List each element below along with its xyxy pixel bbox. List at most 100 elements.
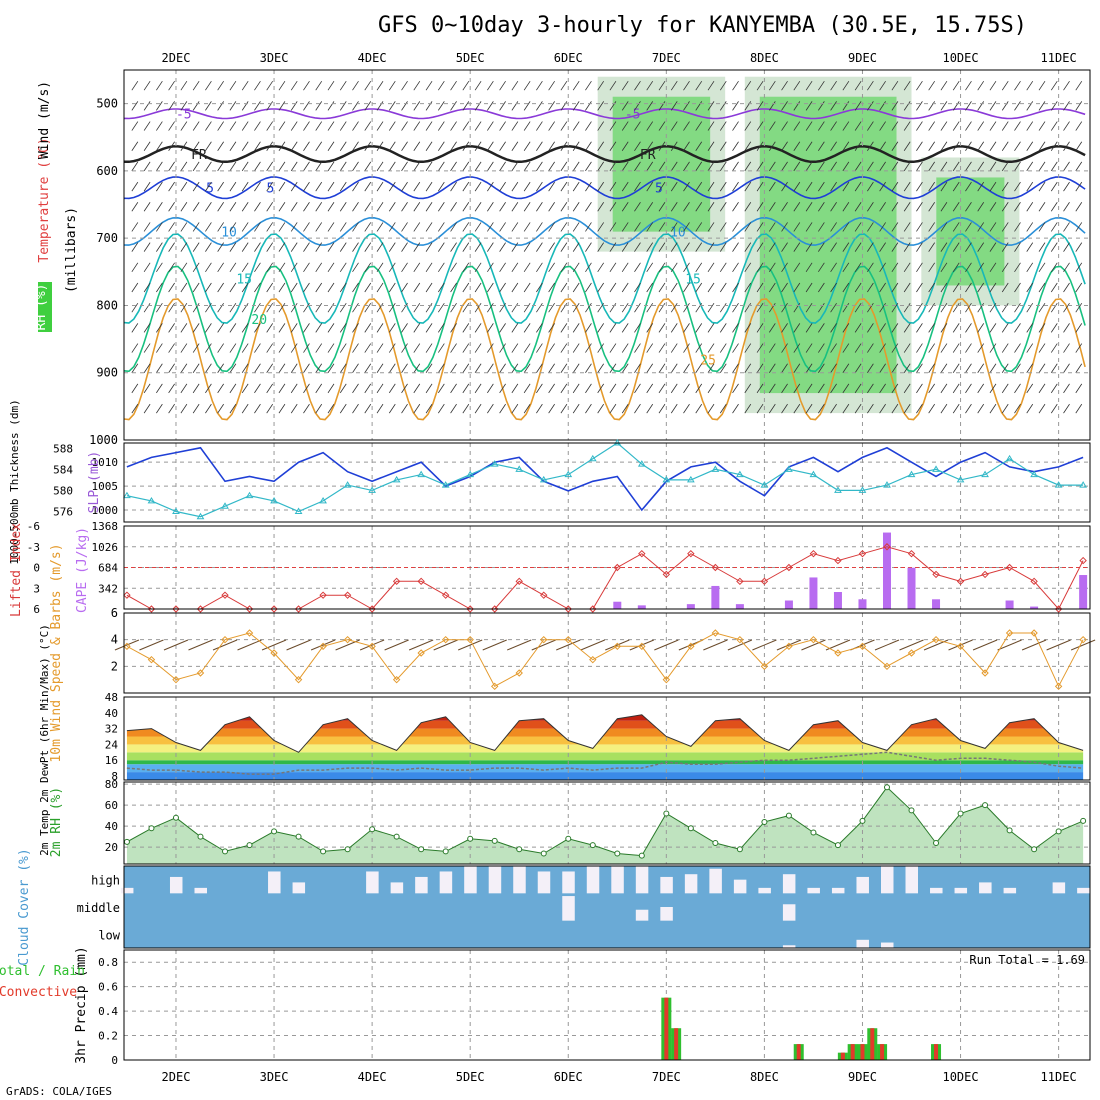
- wind-barb: [511, 121, 519, 131]
- wind-barb: [180, 202, 188, 212]
- wind-barb: [891, 121, 899, 131]
- wind-barb: [928, 403, 936, 414]
- wind-speed-marker: [1079, 635, 1087, 644]
- wind-barb: [376, 141, 384, 151]
- wind-barb: [634, 121, 641, 131]
- wind-barb: [315, 323, 323, 333]
- wind-barb: [781, 383, 788, 394]
- wind-barb: [560, 222, 568, 232]
- wind-barb: [352, 363, 359, 373]
- wind-barb: [818, 202, 825, 212]
- thickness-marker: [319, 496, 327, 504]
- wind-barb: [266, 80, 274, 91]
- wind-barb: [205, 302, 212, 313]
- cloud-cell-high: [733, 879, 747, 894]
- wind-barb: [1014, 323, 1021, 333]
- cape-bar: [833, 592, 842, 609]
- wind-barb: [707, 202, 715, 212]
- wind-barb: [205, 282, 212, 293]
- wind-barb: [462, 302, 470, 313]
- wind-barb: [989, 242, 997, 252]
- wind-barb: [205, 383, 212, 394]
- thickness-marker: [564, 470, 573, 478]
- wind-barb: [217, 80, 224, 91]
- wind-barb: [401, 141, 408, 151]
- wind-barb: [940, 202, 948, 212]
- wind-barb: [315, 383, 323, 394]
- wind-barb: [580, 639, 605, 651]
- precip-axis-title: 3hr Precip (mm): [74, 946, 89, 1063]
- wind-barb: [891, 222, 899, 232]
- wind-barb: [609, 383, 617, 394]
- li-marker: [932, 570, 940, 579]
- wind-barb: [805, 302, 813, 313]
- wind-speed-marker: [1005, 629, 1014, 637]
- wind-barb: [621, 302, 629, 313]
- wind-barb: [989, 282, 997, 293]
- cloud-cell-high: [684, 874, 698, 894]
- wind-barb: [388, 282, 396, 293]
- wind-barb: [188, 639, 213, 651]
- wind-barb: [352, 282, 359, 293]
- panel-wind10m-frame: [123, 612, 1091, 694]
- wind-barb: [805, 383, 813, 394]
- wind-barb: [940, 242, 948, 252]
- wind-barb: [965, 323, 972, 333]
- run-total-label: Run Total = 1.69: [969, 953, 1085, 967]
- wind-barb: [732, 121, 739, 131]
- wind-barb: [732, 101, 739, 111]
- wind-barb: [352, 242, 359, 252]
- wind-barb: [732, 323, 739, 333]
- wind-barb: [830, 343, 837, 353]
- li-tick: 3: [33, 582, 40, 595]
- wind-barb: [114, 639, 140, 651]
- wind-barb: [499, 181, 506, 192]
- wind-barb: [585, 101, 592, 111]
- wind-barb: [303, 202, 310, 212]
- wind-barb: [867, 80, 874, 91]
- wind-barb: [462, 383, 470, 394]
- cape-bar: [1030, 606, 1039, 609]
- thickness-tick: 576: [53, 505, 73, 518]
- wind-barb: [805, 202, 813, 212]
- wind-barb: [536, 101, 543, 111]
- wind-barb: [756, 222, 764, 232]
- wind-barb: [474, 383, 482, 394]
- wind-barb: [266, 282, 274, 293]
- wind-barb: [646, 262, 654, 273]
- thickness-marker: [711, 465, 720, 472]
- wind-barb: [854, 403, 862, 414]
- wind-barb: [192, 343, 200, 353]
- wind-speed-marker: [613, 642, 622, 651]
- wind-barb: [646, 363, 654, 373]
- wind-barb: [989, 383, 997, 394]
- wind-barb: [597, 323, 605, 333]
- wind-barb: [1026, 181, 1034, 192]
- wind-barb: [609, 141, 617, 151]
- wind-barb: [830, 282, 837, 293]
- wind-barb: [462, 282, 470, 293]
- wind-barb: [977, 101, 985, 111]
- wind-barb: [683, 403, 690, 414]
- wind-barb: [425, 161, 433, 172]
- wind-barb: [695, 121, 703, 131]
- wind-barb: [487, 302, 494, 313]
- wind-barb: [744, 222, 752, 232]
- wind-barb: [229, 343, 237, 353]
- wind-barb: [585, 323, 592, 333]
- wind-barb: [254, 343, 261, 353]
- cloud-background: [124, 866, 1090, 948]
- wind-barb: [634, 181, 641, 192]
- panel-cloud-cover-frame: [123, 865, 1091, 949]
- wind-speed-marker: [123, 642, 131, 651]
- wind-barb: [879, 383, 886, 394]
- wind-barb: [793, 80, 801, 91]
- wind-barb: [376, 383, 384, 394]
- wind-barb: [1063, 403, 1070, 414]
- wind-barb: [560, 403, 568, 414]
- wind-barb: [536, 161, 543, 172]
- wind-barb: [928, 222, 936, 232]
- temp-color-band: [126, 772, 1084, 780]
- wind-barb: [744, 403, 752, 414]
- wind-barb: [977, 343, 985, 353]
